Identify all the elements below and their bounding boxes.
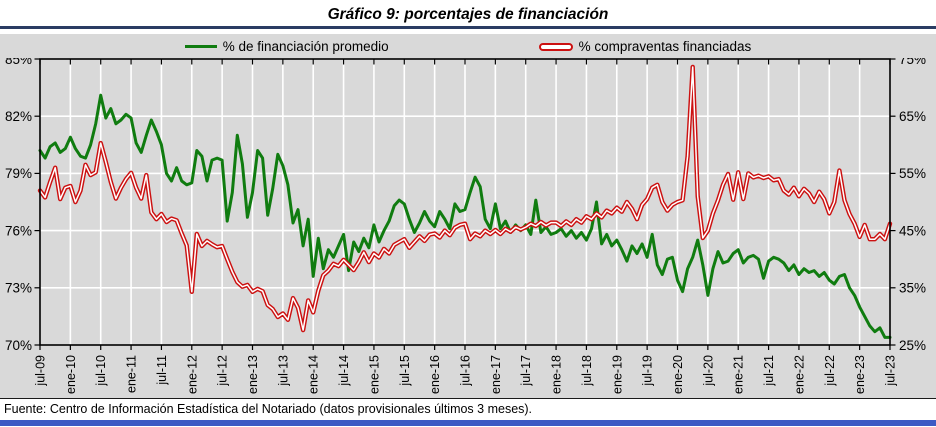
source-note: Fuente: Centro de Información Estadístic… xyxy=(0,398,936,419)
legend-item-financiacion-promedio: % de financiación promedio xyxy=(184,39,389,54)
y-axis-label-right: 35% xyxy=(899,280,926,295)
x-axis-label: jul-22 xyxy=(823,354,837,386)
page-title: Gráfico 9: porcentajes de financiación xyxy=(327,6,609,23)
x-axis-label: ene-13 xyxy=(246,354,260,393)
legend-item-compraventas-financiadas: % compraventas financiadas xyxy=(538,39,752,54)
y-axis-label-left: 82% xyxy=(5,109,32,124)
x-axis-label: jul-15 xyxy=(398,354,412,386)
x-axis-label: jul-09 xyxy=(34,354,48,386)
x-axis-label: jul-16 xyxy=(459,354,473,386)
chart-svg: 85%82%79%76%73%70%75%65%55%45%35%25%jul-… xyxy=(5,58,926,394)
x-axis-label: ene-14 xyxy=(307,354,321,393)
y-axis-label-left: 76% xyxy=(5,223,32,238)
y-axis-label-left: 85% xyxy=(5,58,32,67)
x-axis-label: ene-17 xyxy=(489,354,503,393)
x-axis-label: ene-23 xyxy=(853,354,867,393)
x-axis-label: jul-20 xyxy=(701,354,715,386)
x-axis-label: jul-13 xyxy=(276,354,290,386)
x-axis-label: jul-10 xyxy=(94,354,108,386)
x-axis-label: jul-14 xyxy=(337,354,351,386)
x-axis-label: ene-10 xyxy=(64,354,78,393)
x-axis-label: ene-20 xyxy=(671,354,685,393)
y-axis-label-right: 25% xyxy=(899,337,926,352)
y-axis-label-left: 73% xyxy=(5,280,32,295)
y-axis-label-right: 65% xyxy=(899,109,926,124)
series-line-core xyxy=(39,65,891,331)
x-axis-label: ene-12 xyxy=(185,354,199,393)
legend-label-compraventas-financiadas: % compraventas financiadas xyxy=(578,39,752,54)
y-axis-label-left: 70% xyxy=(5,337,32,352)
title-rule xyxy=(0,26,936,29)
x-axis-label: ene-18 xyxy=(550,354,564,393)
green-line-swatch xyxy=(184,44,217,49)
legend-label-financiacion-promedio: % de financiación promedio xyxy=(222,39,389,54)
chart-panel: % de financiación promedio % compraventa… xyxy=(0,33,936,399)
y-axis-label-left: 79% xyxy=(5,166,32,181)
x-axis-label: jul-23 xyxy=(884,354,898,386)
x-axis-label: ene-22 xyxy=(792,354,806,393)
x-axis-label: jul-18 xyxy=(580,354,594,386)
x-axis-label: ene-16 xyxy=(428,354,442,393)
x-axis-label: ene-21 xyxy=(732,354,746,393)
x-axis-label: jul-17 xyxy=(519,354,533,386)
x-axis-label: ene-15 xyxy=(367,354,381,393)
x-axis-label: jul-12 xyxy=(216,354,230,386)
chart-legend: % de financiación promedio % compraventa… xyxy=(0,34,936,58)
y-axis-label-right: 45% xyxy=(899,223,926,238)
red-double-line-swatch xyxy=(538,42,573,51)
x-axis-label: ene-11 xyxy=(125,354,139,392)
x-axis-label: ene-19 xyxy=(610,354,624,393)
x-axis-label: jul-19 xyxy=(641,354,655,386)
x-axis-label: jul-11 xyxy=(155,354,169,385)
x-axis-label: jul-21 xyxy=(762,354,776,386)
bottom-blue-bar xyxy=(0,419,936,426)
series-line xyxy=(38,93,892,339)
y-axis-label-right: 55% xyxy=(899,166,926,181)
y-axis-label-right: 75% xyxy=(899,58,926,67)
